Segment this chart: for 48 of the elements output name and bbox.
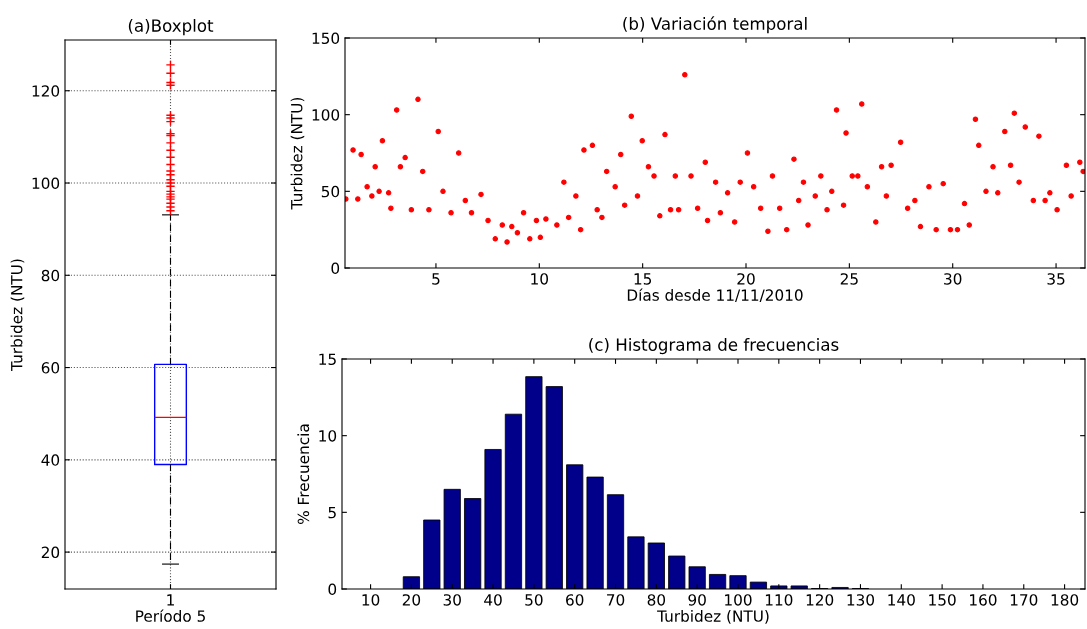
x-tick-label: 5 (432, 273, 440, 285)
y-tick-label: 50 (321, 185, 340, 198)
x-tick-label: 15 (634, 273, 652, 285)
x-axis-title: Días desde 11/11/2010 (627, 288, 803, 303)
x-tick-label: 10 (362, 594, 380, 606)
y-tick-label: 40 (41, 454, 60, 466)
y-tick-label: 15 (319, 353, 336, 366)
x-tick-label: 20 (402, 594, 421, 606)
chart-title: (c) Histograma de frecuencias (589, 338, 839, 355)
y-tick-label: 150 (312, 32, 340, 45)
y-tick-label: 20 (41, 546, 60, 559)
y-axis-title: Turbidez (NTU) (290, 97, 305, 210)
x-tick-label: 30 (443, 594, 461, 606)
y-tick-label: 0 (328, 583, 337, 596)
x-tick-label: 140 (888, 594, 915, 606)
x-axis-title: Turbidez (NTU) (657, 610, 769, 624)
x-tick-label: 50 (525, 594, 543, 606)
x-tick-label: 35 (1047, 273, 1065, 285)
x-tick-label: 60 (566, 594, 584, 606)
x-tick-label: 10 (531, 273, 549, 285)
y-tick-label: 0 (331, 262, 340, 275)
x-tick-label: 1 (167, 594, 174, 606)
y-axis-title: % Frecuencia (297, 424, 310, 524)
x-tick-label: 70 (607, 594, 625, 606)
x-tick-label: 150 (929, 594, 956, 606)
x-tick-label: 170 (1010, 594, 1038, 606)
x-tick-label: 120 (806, 594, 834, 606)
x-tick-label: 180 (1051, 594, 1079, 606)
y-axis-title: Turbidez (NTU) (10, 259, 25, 371)
y-tick-label: 60 (41, 362, 60, 374)
x-tick-label: 90 (688, 594, 706, 606)
x-axis-title: Período 5 (136, 609, 205, 622)
x-tick-label: 25 (840, 273, 858, 285)
x-tick-label: 20 (737, 273, 755, 285)
y-tick-label: 100 (312, 109, 340, 121)
y-tick-label: 100 (32, 177, 60, 190)
x-tick-label: 160 (970, 594, 997, 606)
x-tick-label: 100 (725, 594, 752, 606)
x-tick-label: 40 (484, 594, 502, 606)
y-tick-label: 5 (328, 507, 336, 519)
x-tick-label: 80 (647, 594, 666, 606)
x-tick-label: 130 (847, 594, 875, 606)
y-tick-label: 10 (319, 430, 337, 442)
x-tick-label: 110 (765, 594, 793, 606)
x-tick-label: 30 (944, 273, 962, 285)
chart-title: (a)Boxplot (128, 19, 214, 36)
y-tick-label: 120 (32, 85, 60, 97)
chart-title: (b) Variación temporal (623, 16, 807, 34)
